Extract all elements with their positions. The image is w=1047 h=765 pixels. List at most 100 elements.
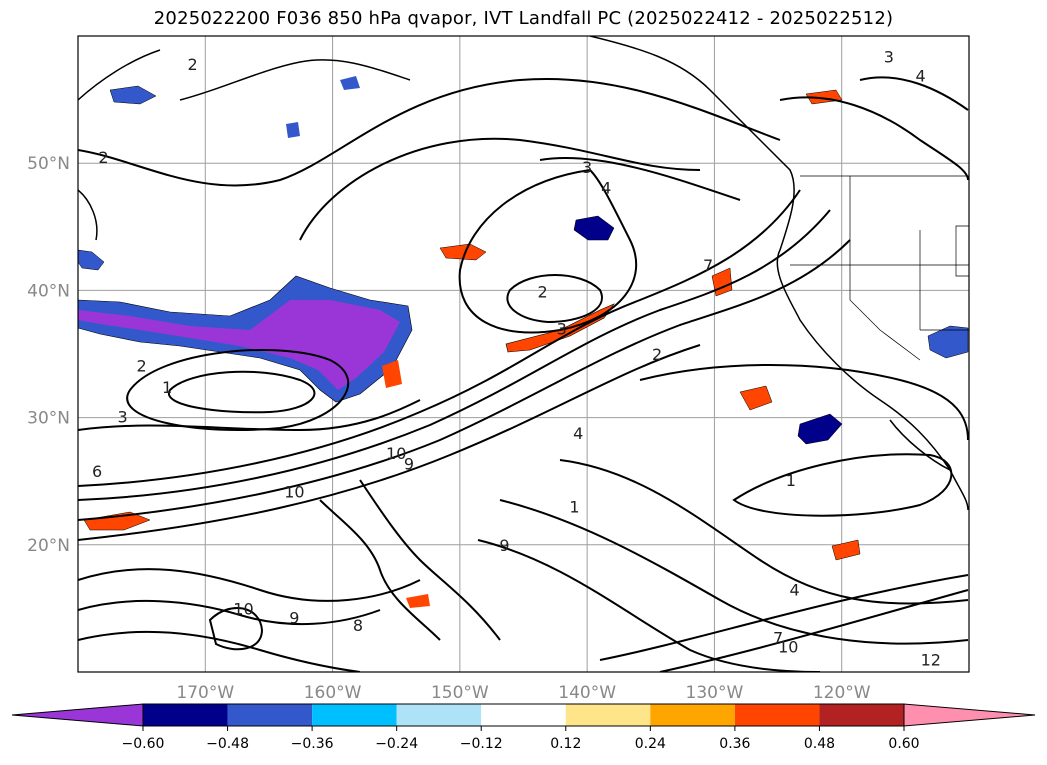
- contour-line: [559, 459, 969, 605]
- dry-patch-2: [739, 385, 773, 411]
- contour-label: 1: [162, 378, 172, 397]
- contour-line: [659, 589, 969, 672]
- contour-label: 1: [786, 471, 796, 490]
- colorbar-tick-label: 0.36: [719, 736, 750, 752]
- longitude-labels: 170°W 160°W 150°W 140°W 130°W 120°W: [176, 683, 870, 703]
- latitude-labels: 50°N 40°N 30°N 20°N: [27, 154, 70, 556]
- dry-patch-4: [831, 539, 861, 561]
- moisture-shading: [78, 76, 969, 608]
- lon-tick-label: 170°W: [176, 683, 234, 703]
- contour-line: [639, 364, 969, 441]
- contour-line: [599, 574, 969, 661]
- lat-tick-label: 40°N: [27, 281, 70, 301]
- colorbar: −0.60 −0.48 −0.36 −0.24 −0.12 0.12 0.24 0.36 0.4…: [11, 703, 1036, 752]
- lon-tick-label: 120°W: [813, 683, 871, 703]
- colorbar-tick-label: −0.48: [206, 736, 249, 752]
- colorbar-tick-label: −0.12: [460, 736, 503, 752]
- contour-line: [126, 349, 350, 431]
- contour-label: 2: [98, 148, 108, 167]
- contour-line: [506, 274, 603, 324]
- contour-label: 12: [921, 650, 941, 669]
- contour-line: [78, 239, 851, 521]
- contour-label: 4: [790, 580, 800, 599]
- colorbar-swatch: [734, 704, 820, 726]
- colorbar-swatch: [819, 704, 904, 726]
- map-background: [78, 36, 969, 672]
- lon-tick-label: 150°W: [431, 683, 489, 703]
- colorbar-extend-left: [11, 703, 144, 727]
- colorbar-swatch: [312, 704, 397, 726]
- contour-label: 10: [284, 482, 304, 501]
- dry-patch-8: [406, 594, 430, 608]
- contour-line: [78, 209, 831, 501]
- dry-patch-1: [439, 243, 487, 261]
- colorbar-tick-label: −0.60: [122, 736, 165, 752]
- contour-label: 2: [537, 283, 547, 302]
- contour-label: 4: [601, 178, 611, 197]
- colorbar-frame: [142, 703, 905, 727]
- colorbar-swatch: [650, 704, 735, 726]
- moist-patch-gulf-alaska: [573, 215, 615, 241]
- contour-label: 4: [916, 66, 926, 85]
- contour-label: 3: [582, 158, 592, 177]
- contour-label: 2: [137, 356, 147, 375]
- lat-tick-label: 50°N: [27, 154, 70, 174]
- lon-tick-label: 140°W: [558, 683, 616, 703]
- contour-line: [78, 599, 381, 626]
- contour-line: [78, 399, 421, 432]
- aleutian-coast: [179, 59, 411, 101]
- state-border: [955, 225, 969, 277]
- plume-core: [78, 300, 400, 390]
- contour-label: 3: [117, 407, 127, 426]
- moist-patch-west: [78, 249, 105, 271]
- moist-patch-baja: [927, 325, 969, 359]
- moist-patch-north: [109, 85, 157, 105]
- colorbar-swatch: [565, 704, 651, 726]
- colorbar-swatch: [481, 704, 566, 726]
- contour-line: [78, 630, 361, 672]
- contour-line: [458, 168, 638, 334]
- lon-tick-label: 130°W: [686, 683, 744, 703]
- dry-patch-6: [83, 511, 151, 531]
- contour-line: [167, 370, 316, 414]
- colorbar-swatch: [143, 704, 228, 726]
- contour-label: 9: [289, 608, 299, 627]
- colorbar-tick-label: 0.12: [550, 736, 581, 752]
- contour-line: [78, 344, 701, 541]
- colorbar-swatch: [396, 704, 482, 726]
- contour-label: 7: [773, 629, 783, 648]
- borders: [790, 175, 969, 361]
- contour-line: [208, 606, 264, 651]
- contour-label: 9: [499, 536, 509, 555]
- figure-title: 2025022200 F036 850 hPa qvapor, IVT Land…: [153, 8, 894, 29]
- contour-line: [319, 499, 441, 641]
- contour-label: 8: [353, 616, 363, 635]
- contour-label: 10: [386, 444, 406, 463]
- moist-patch-hawaii-north: [797, 413, 843, 445]
- contour-line: [78, 568, 421, 602]
- colorbar-tick-label: −0.24: [375, 736, 418, 752]
- coastlines: [78, 36, 969, 511]
- contour-label: 4: [573, 424, 583, 443]
- kamchatka-coast: [78, 189, 98, 241]
- north-america-coast: [589, 36, 969, 511]
- colorbar-tick-label: 0.24: [635, 736, 666, 752]
- map-frame: [77, 35, 970, 673]
- contour-label: 3: [884, 47, 894, 66]
- dry-patch-7: [382, 360, 402, 388]
- ivt-contours: [78, 76, 969, 672]
- moist-patch-north-2: [286, 122, 300, 138]
- baja-coast: [889, 419, 951, 471]
- contour-label: 9: [404, 454, 414, 473]
- moist-patch-3: [340, 76, 360, 90]
- contour-line: [539, 157, 741, 201]
- contour-line: [779, 96, 969, 181]
- lat-tick-label: 20°N: [27, 536, 70, 556]
- contour-label: 10: [233, 599, 253, 618]
- colorbar-extend-right: [903, 703, 1036, 727]
- colorbar-tick-label: −0.36: [291, 736, 334, 752]
- contour-line: [359, 479, 501, 641]
- subtropical-dry-anomaly: [505, 303, 615, 353]
- colorbar-tick-label: 0.48: [804, 736, 835, 752]
